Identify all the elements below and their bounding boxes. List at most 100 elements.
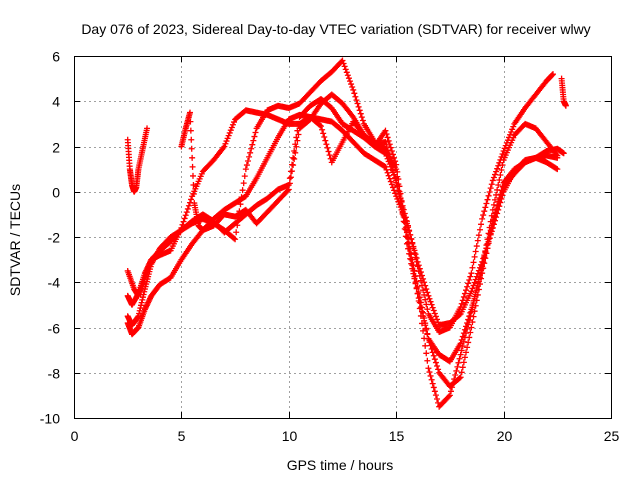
data-point xyxy=(471,295,478,302)
data-point xyxy=(357,110,364,117)
data-point xyxy=(190,181,197,188)
data-point xyxy=(189,163,196,170)
data-point xyxy=(393,179,400,186)
data-point xyxy=(468,324,475,331)
data-point xyxy=(486,188,493,195)
data-point xyxy=(483,200,490,207)
data-point xyxy=(394,183,401,190)
data-point xyxy=(233,229,240,236)
data-point xyxy=(471,279,478,286)
y-tick-label: 4 xyxy=(52,94,60,110)
data-point xyxy=(343,69,350,76)
data-point xyxy=(493,191,500,198)
data-point xyxy=(290,154,297,161)
data-point xyxy=(470,300,477,307)
data-point xyxy=(475,278,482,285)
data-point xyxy=(473,243,480,250)
data-point xyxy=(322,137,329,144)
data-point xyxy=(473,287,480,294)
data-point xyxy=(386,175,393,182)
data-point xyxy=(457,304,464,311)
data-point xyxy=(354,100,361,107)
data-point xyxy=(383,166,390,173)
x-tick-label: 5 xyxy=(178,428,186,444)
data-point xyxy=(421,335,428,342)
data-point xyxy=(483,242,490,249)
data-point xyxy=(475,232,482,239)
data-point xyxy=(383,131,390,138)
data-point xyxy=(405,239,412,246)
data-point xyxy=(450,380,457,387)
data-point xyxy=(423,286,430,293)
data-point xyxy=(426,295,433,302)
data-point xyxy=(458,369,465,376)
data-point xyxy=(414,283,421,290)
data-point xyxy=(394,168,401,175)
data-point xyxy=(424,330,431,337)
data-point xyxy=(467,312,474,319)
data-point xyxy=(421,279,428,286)
data-point xyxy=(231,119,238,126)
data-point xyxy=(494,165,501,172)
data-point xyxy=(470,259,477,266)
data-point xyxy=(507,131,514,138)
data-point xyxy=(509,126,516,133)
data-point xyxy=(432,392,439,399)
data-point xyxy=(399,202,406,209)
data-point xyxy=(464,325,471,332)
data-point xyxy=(388,148,395,155)
data-point xyxy=(429,380,436,387)
data-point xyxy=(427,372,434,379)
data-point xyxy=(415,268,422,275)
data-point xyxy=(456,375,463,382)
data-point xyxy=(406,227,413,234)
data-point xyxy=(480,259,487,266)
data-point xyxy=(415,298,422,305)
data-point xyxy=(382,150,389,157)
data-point xyxy=(359,117,366,124)
data-point xyxy=(466,276,473,283)
data-point xyxy=(340,60,347,67)
data-point xyxy=(398,198,405,205)
data-point xyxy=(465,339,472,346)
data-point xyxy=(185,202,192,209)
data-point xyxy=(286,175,293,182)
data-point xyxy=(447,388,454,395)
data-point xyxy=(184,205,191,212)
data-point xyxy=(414,290,421,297)
data-point xyxy=(461,334,468,341)
data-point xyxy=(388,163,395,170)
data-point xyxy=(186,109,193,116)
data-point xyxy=(481,253,488,260)
grid-lines xyxy=(74,56,611,418)
data-point xyxy=(474,237,481,244)
data-point xyxy=(188,196,195,203)
data-point xyxy=(251,133,258,140)
data-point xyxy=(508,129,515,136)
data-point xyxy=(485,192,492,199)
data-point xyxy=(496,159,503,166)
data-point xyxy=(345,75,352,82)
data-point xyxy=(382,138,389,145)
data-point xyxy=(469,319,476,326)
y-tick-label: -4 xyxy=(48,275,61,291)
data-point xyxy=(494,202,501,209)
data-point xyxy=(386,141,393,148)
data-point xyxy=(385,151,392,158)
data-point xyxy=(382,127,389,134)
data-point xyxy=(423,350,430,357)
data-point xyxy=(484,236,491,243)
data-point xyxy=(474,282,481,289)
data-point xyxy=(484,196,491,203)
data-point xyxy=(285,186,292,193)
data-point xyxy=(464,283,471,290)
data-point xyxy=(295,131,302,138)
data-point xyxy=(499,162,506,169)
data-point xyxy=(479,215,486,222)
data-point xyxy=(411,273,418,280)
data-point xyxy=(349,83,356,90)
data-point xyxy=(403,234,410,240)
data-point xyxy=(504,137,511,144)
data-point xyxy=(352,93,359,100)
data-point xyxy=(356,107,363,114)
